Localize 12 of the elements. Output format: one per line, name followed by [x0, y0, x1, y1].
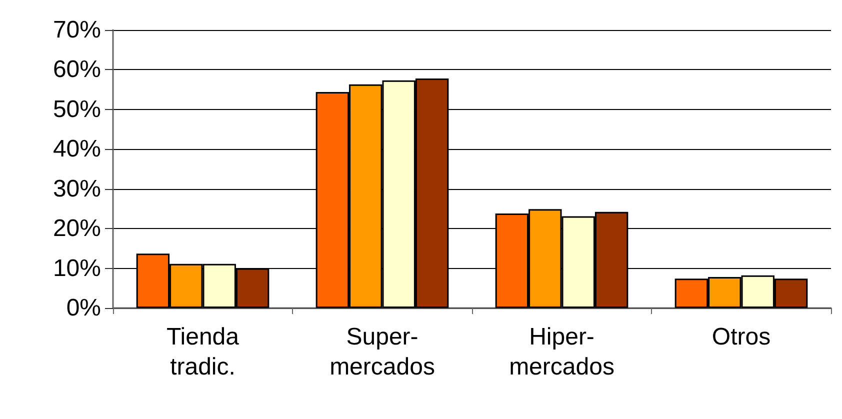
- x-tick-label: Tienda tradic.: [166, 324, 240, 380]
- x-tick-label: Otros: [712, 324, 771, 350]
- y-tick-label: 30%: [52, 175, 101, 202]
- y-tick-label: 40%: [52, 136, 101, 163]
- y-tick-label: 10%: [52, 254, 101, 282]
- x-tick-label: Hiper- mercados: [509, 324, 614, 380]
- x-tick-label: Super- mercados: [330, 324, 435, 380]
- y-tick-label: 50%: [52, 96, 101, 123]
- y-tick-label: 70%: [52, 16, 101, 44]
- y-tick-label: 20%: [52, 215, 101, 242]
- y-tick-label: 60%: [52, 56, 101, 84]
- y-tick-label: 0%: [66, 294, 101, 322]
